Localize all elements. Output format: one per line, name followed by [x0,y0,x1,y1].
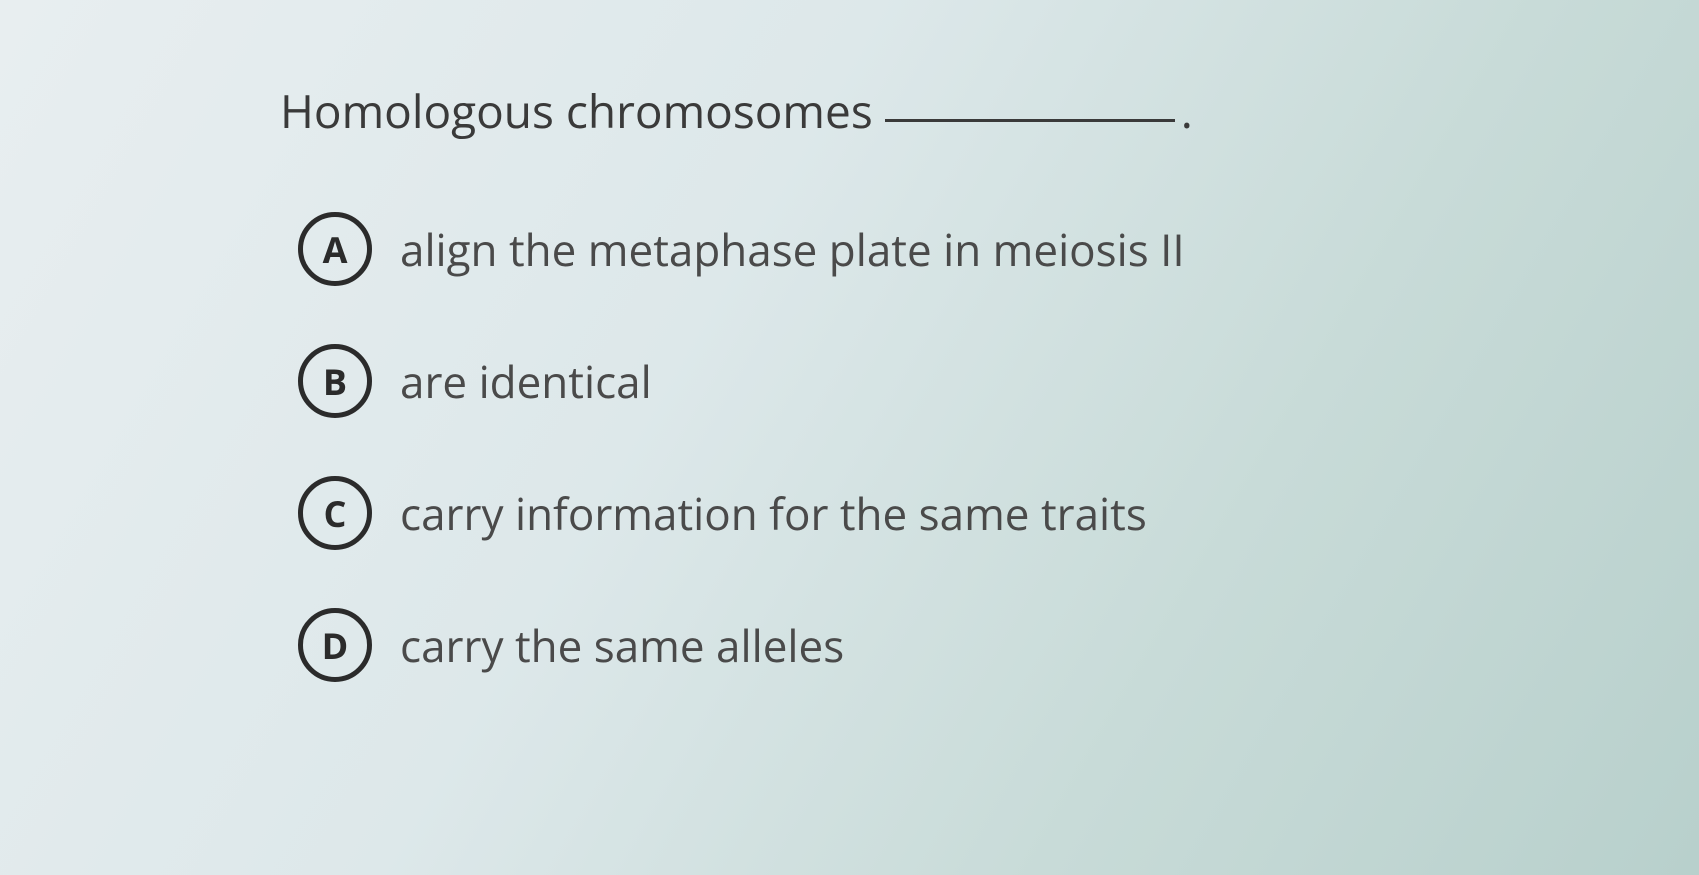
option-letter-text: D [322,621,349,670]
question-text-after: . [1181,80,1193,142]
option-letter-text: C [324,489,347,538]
option-a[interactable]: A align the metaphase plate in meiosis I… [298,212,1699,286]
options-list: A align the metaphase plate in meiosis I… [298,212,1699,682]
option-text: are identical [400,351,652,411]
option-letter-circle: C [298,476,372,550]
question-stem: Homologous chromosomes. [280,80,1699,142]
option-text: carry information for the same traits [400,483,1147,543]
option-letter-text: A [323,225,348,274]
option-letter-circle: B [298,344,372,418]
option-text: carry the same alleles [400,615,844,675]
option-letter-circle: D [298,608,372,682]
fill-in-blank [885,119,1175,122]
option-d[interactable]: D carry the same alleles [298,608,1699,682]
option-b[interactable]: B are identical [298,344,1699,418]
option-letter-circle: A [298,212,372,286]
quiz-container: Homologous chromosomes. A align the meta… [0,0,1699,682]
question-text-before: Homologous chromosomes [280,80,873,142]
option-text: align the metaphase plate in meiosis II [400,219,1185,279]
option-letter-text: B [323,357,347,406]
option-c[interactable]: C carry information for the same traits [298,476,1699,550]
